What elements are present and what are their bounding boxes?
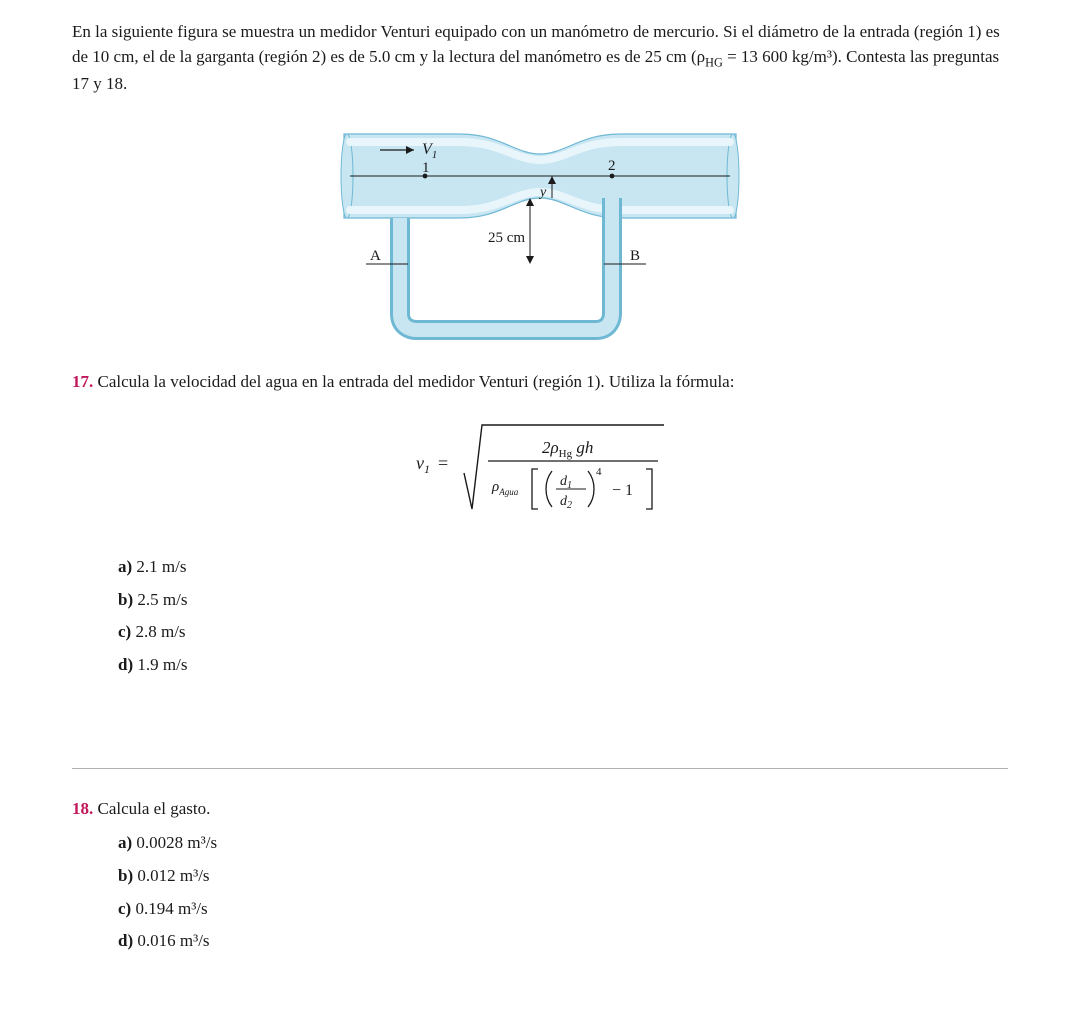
d1: d1 bbox=[560, 474, 572, 491]
q18-c-val: 0.194 m³/s bbox=[131, 899, 207, 918]
q18-d-val: 0.016 m³/s bbox=[133, 931, 209, 950]
q18-a-val: 0.0028 m³/s bbox=[132, 833, 217, 852]
q18-a-tag: a) bbox=[118, 833, 132, 852]
q18-b-tag: b) bbox=[118, 866, 133, 885]
exp4: 4 bbox=[596, 466, 602, 478]
q17-head: 17. Calcula la velocidad del agua en la … bbox=[72, 370, 1008, 395]
paren-left bbox=[546, 471, 552, 507]
point-2-dot bbox=[610, 174, 615, 179]
label-25cm: 25 cm bbox=[488, 230, 525, 246]
d2: d2 bbox=[560, 494, 572, 511]
question-18: 18. Calcula el gasto. a) 0.0028 m³/s b) … bbox=[72, 797, 1008, 954]
q18-opt-c: c) 0.194 m³/s bbox=[118, 897, 1008, 922]
label-2: 2 bbox=[608, 158, 616, 174]
q18-opt-d: d) 0.016 m³/s bbox=[118, 929, 1008, 954]
bracket-right bbox=[646, 469, 652, 509]
q17-opt-a: a) 2.1 m/s bbox=[118, 555, 1008, 580]
formula-numer: 2ρHg gh bbox=[542, 438, 593, 460]
q17-options: a) 2.1 m/s b) 2.5 m/s c) 2.8 m/s d) 1.9 … bbox=[118, 555, 1008, 678]
venturi-figure: V1 1 2 y 25 cm A B bbox=[72, 114, 1008, 342]
q17-d-val: 1.9 m/s bbox=[133, 655, 187, 674]
q17-opt-d: d) 1.9 m/s bbox=[118, 653, 1008, 678]
q17-c-tag: c) bbox=[118, 622, 131, 641]
q18-d-tag: d) bbox=[118, 931, 133, 950]
label-y: y bbox=[538, 185, 547, 200]
q17-b-tag: b) bbox=[118, 590, 133, 609]
intro-sub: HG bbox=[705, 55, 723, 69]
q17-c-val: 2.8 m/s bbox=[131, 622, 185, 641]
label-1: 1 bbox=[422, 160, 430, 176]
q18-text: Calcula el gasto. bbox=[93, 799, 210, 818]
rho-agua: ρAgua bbox=[491, 479, 519, 497]
venturi-svg: V1 1 2 y 25 cm A B bbox=[340, 114, 740, 342]
q17-a-val: 2.1 m/s bbox=[132, 557, 186, 576]
minus-1: − 1 bbox=[612, 482, 633, 499]
label-b: B bbox=[630, 248, 640, 264]
q18-opt-a: a) 0.0028 m³/s bbox=[118, 831, 1008, 856]
q18-head: 18. Calcula el gasto. bbox=[72, 797, 1008, 822]
label-a: A bbox=[370, 248, 381, 264]
q17-text: Calcula la velocidad del agua en la entr… bbox=[93, 372, 734, 391]
question-17: 17. Calcula la velocidad del agua en la … bbox=[72, 370, 1008, 677]
q18-options: a) 0.0028 m³/s b) 0.012 m³/s c) 0.194 m³… bbox=[118, 831, 1008, 954]
mano-arrow-bot bbox=[526, 256, 534, 264]
paren-right bbox=[588, 471, 594, 507]
q17-a-tag: a) bbox=[118, 557, 132, 576]
velocity-formula: v1 = 2ρHg gh ρAgua d1 d2 4 − 1 bbox=[72, 411, 1008, 521]
q18-b-val: 0.012 m³/s bbox=[133, 866, 209, 885]
q18-number: 18. bbox=[72, 799, 93, 818]
formula-svg: v1 = 2ρHg gh ρAgua d1 d2 4 − 1 bbox=[410, 411, 670, 521]
q18-opt-b: b) 0.012 m³/s bbox=[118, 864, 1008, 889]
bracket-left bbox=[532, 469, 538, 509]
section-divider bbox=[72, 768, 1008, 769]
problem-intro: En la siguiente figura se muestra un med… bbox=[72, 20, 1008, 96]
q17-b-val: 2.5 m/s bbox=[133, 590, 187, 609]
q18-c-tag: c) bbox=[118, 899, 131, 918]
formula-lhs: v1 bbox=[416, 453, 430, 476]
q17-opt-b: b) 2.5 m/s bbox=[118, 588, 1008, 613]
q17-opt-c: c) 2.8 m/s bbox=[118, 620, 1008, 645]
q17-d-tag: d) bbox=[118, 655, 133, 674]
q17-number: 17. bbox=[72, 372, 93, 391]
formula-eq: = bbox=[438, 453, 448, 473]
